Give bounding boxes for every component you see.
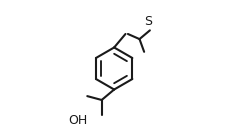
Text: S: S	[144, 15, 152, 28]
Text: OH: OH	[68, 114, 88, 127]
